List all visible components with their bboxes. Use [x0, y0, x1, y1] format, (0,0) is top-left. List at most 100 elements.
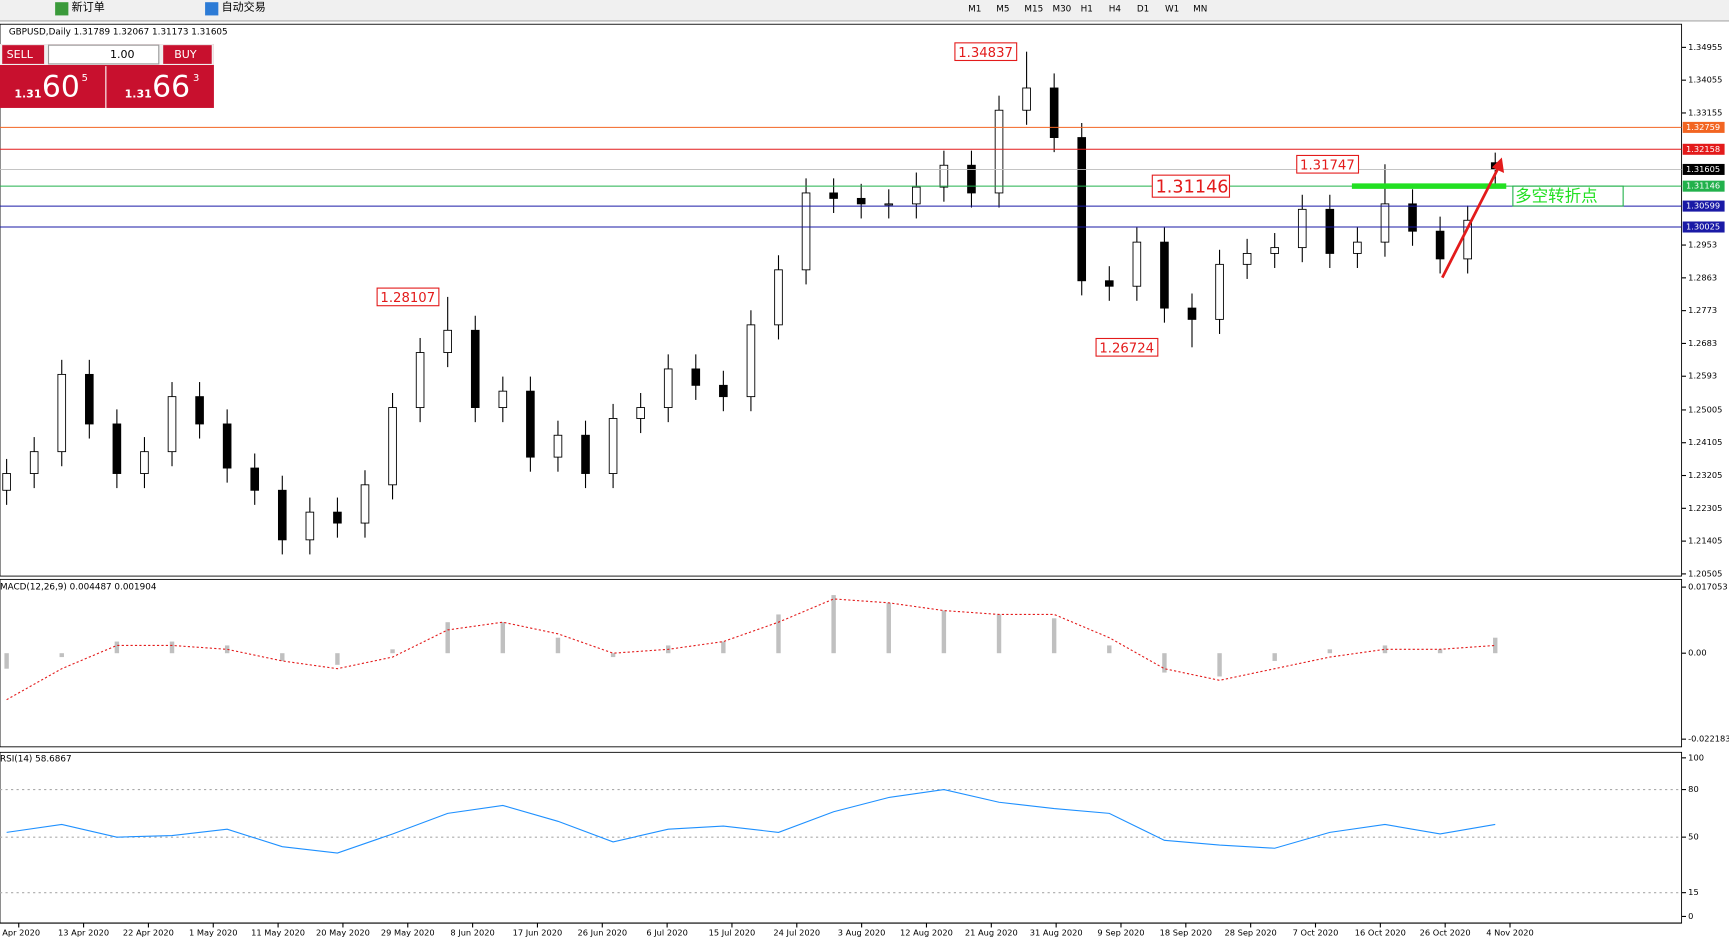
price-level-tag: [1682, 221, 1725, 233]
price-level-label: 1.31605: [1686, 164, 1720, 174]
macd-bar: [555, 637, 561, 654]
timeframe-button[interactable]: W1: [1165, 4, 1179, 14]
x-tick-label: 15 Jul 2020: [709, 927, 756, 937]
candle-body: [801, 192, 811, 271]
y-tick-label: -0.022183: [1688, 734, 1729, 744]
timeframe-button[interactable]: D1: [1137, 4, 1149, 14]
macd-header: MACD(12,26,9) 0.004487 0.001904: [0, 583, 157, 593]
macd-bar: [996, 614, 1002, 654]
new-order-icon[interactable]: [55, 2, 69, 16]
price-level-label: 1.30025: [1686, 222, 1720, 232]
x-tick-label: 29 May 2020: [381, 927, 435, 937]
y-tick-label: 0.00: [1688, 648, 1706, 658]
price-level-tag: [1682, 121, 1725, 133]
buy-label[interactable]: BUY: [174, 48, 197, 61]
candle-body: [305, 511, 315, 541]
y-tick-label: 1.24105: [1688, 437, 1722, 447]
annotation-label: 1.31146: [1156, 177, 1229, 197]
candle-body: [250, 467, 260, 491]
x-tick-label: 22 Apr 2020: [123, 927, 174, 937]
candle-body: [1325, 208, 1335, 254]
macd-bar: [169, 641, 175, 654]
candle-body: [388, 407, 397, 486]
macd-bar: [610, 653, 616, 658]
macd-bar: [59, 653, 64, 658]
y-tick-label: 1.2683: [1688, 338, 1717, 348]
macd-bar: [1107, 645, 1112, 654]
y-tick-label: 1.2863: [1688, 272, 1717, 282]
timeframe-button[interactable]: H4: [1109, 4, 1122, 14]
candle-body: [277, 489, 287, 541]
candle-body: [1077, 137, 1087, 282]
macd-bar: [4, 653, 9, 669]
price-level-tag: [1682, 143, 1725, 155]
sell-label[interactable]: SELL: [7, 48, 34, 61]
macd-bar: [1493, 637, 1498, 654]
timeframe-button[interactable]: M30: [1053, 4, 1072, 14]
sell-button[interactable]: [2, 45, 45, 64]
price-level-label: 1.32158: [1686, 144, 1720, 154]
price-level-tag: [1682, 200, 1725, 212]
candle-body: [498, 390, 508, 409]
candle-body: [746, 324, 756, 398]
timeframe-button[interactable]: M5: [996, 4, 1009, 14]
annotation-label: 1.28107: [380, 291, 435, 306]
x-tick-label: 9 Sep 2020: [1097, 927, 1144, 937]
y-tick-label: 100: [1688, 752, 1704, 762]
candle-body: [553, 434, 563, 458]
candle-body: [415, 352, 425, 409]
y-tick-label: 1.20505: [1688, 568, 1722, 578]
auto-trading[interactable]: 自动交易: [222, 0, 266, 14]
x-tick-label: 7 Oct 2020: [1293, 927, 1339, 937]
lots[interactable]: 1.00: [110, 48, 135, 61]
macd-bar: [114, 641, 120, 654]
auto-trading-icon[interactable]: [205, 2, 219, 16]
trade-panel: SELL 1.00 BUY 1.31 60 5 1.31 66 3: [0, 44, 214, 108]
timeframe-button[interactable]: M1: [968, 4, 981, 14]
y-tick-label: 50: [1688, 832, 1699, 842]
x-tick-label: 26 Oct 2020: [1420, 927, 1471, 937]
macd-bar: [500, 622, 506, 654]
macd-signal: [6, 598, 1496, 701]
macd-bar: [831, 595, 836, 654]
timeframe-button[interactable]: M15: [1024, 4, 1043, 14]
x-tick-label: 20 May 2020: [316, 927, 370, 937]
candle-body: [663, 368, 673, 409]
annotation-label: 1.31747: [1300, 158, 1355, 173]
x-tick-label: 31 Aug 2020: [1030, 927, 1083, 937]
y-tick-label: 1.25005: [1688, 404, 1722, 414]
new-order[interactable]: 新订单: [72, 0, 105, 14]
candle-body: [29, 451, 39, 474]
buy-button[interactable]: [163, 45, 212, 64]
annotation-box: [376, 287, 440, 307]
price-level-label: 1.31146: [1686, 181, 1720, 191]
x-tick-label: 24 Jul 2020: [773, 927, 820, 937]
x-tick-label: 26 Jun 2020: [577, 927, 627, 937]
candle-body: [195, 396, 204, 425]
x-tick-label: 4 Nov 2020: [1486, 927, 1534, 937]
x-tick-label: 16 Oct 2020: [1355, 927, 1406, 937]
candle-body: [1160, 241, 1169, 309]
macd-bar: [390, 649, 395, 654]
macd-bar: [445, 622, 450, 654]
candle-body: [608, 418, 618, 474]
x-tick-label: 12 Aug 2020: [900, 927, 953, 937]
annotation-box: [1151, 174, 1231, 198]
timeframe-button[interactable]: MN: [1193, 4, 1207, 14]
price-level-label: 1.30599: [1686, 201, 1720, 211]
lots-input[interactable]: [47, 44, 160, 65]
candle-body: [636, 407, 645, 419]
x-tick-label: 13 Apr 2020: [58, 927, 109, 937]
candle-body: [1132, 241, 1142, 287]
macd-bar: [1382, 645, 1388, 654]
buy-price-frac: 3: [193, 73, 199, 84]
timeframe-button[interactable]: H1: [1081, 4, 1093, 14]
macd-bar: [721, 641, 726, 654]
price-level-tag: [1682, 180, 1725, 192]
macd-bar: [1272, 653, 1277, 661]
sell-price-big: 1.31: [14, 88, 41, 101]
x-tick-label: 3 Aug 2020: [838, 927, 886, 937]
trend-arrow-head: [1491, 157, 1505, 173]
candle-body: [967, 164, 976, 194]
